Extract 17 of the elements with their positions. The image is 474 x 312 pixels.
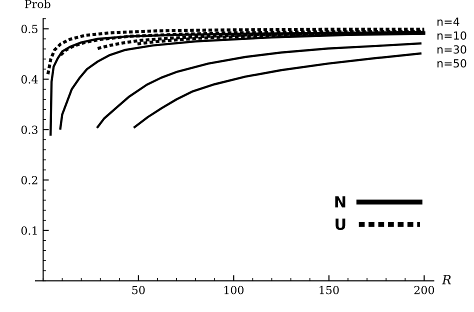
text: n=50: [437, 59, 466, 68]
text: n=10: [437, 31, 466, 40]
y-tick-label: 0.4: [21, 75, 38, 84]
y-tick-label: 0.3: [21, 126, 38, 134]
text: n=4: [437, 18, 460, 26]
legend-label: U: [336, 218, 346, 230]
x-tick-label: 50: [132, 286, 145, 294]
legend-label: N: [335, 196, 346, 208]
y-tick-label: 0.5: [21, 24, 38, 34]
y-tick-label: 0.1: [21, 226, 37, 235]
y-tick-label: 0.2: [21, 176, 38, 184]
x-tick-label: 200: [414, 286, 434, 294]
x-axis-title: R: [442, 275, 451, 284]
x-tick-label: 100: [224, 286, 244, 294]
x-tick-label: 150: [320, 286, 339, 294]
y-axis-title: Prob: [24, 0, 50, 8]
text: n=30: [437, 45, 466, 54]
